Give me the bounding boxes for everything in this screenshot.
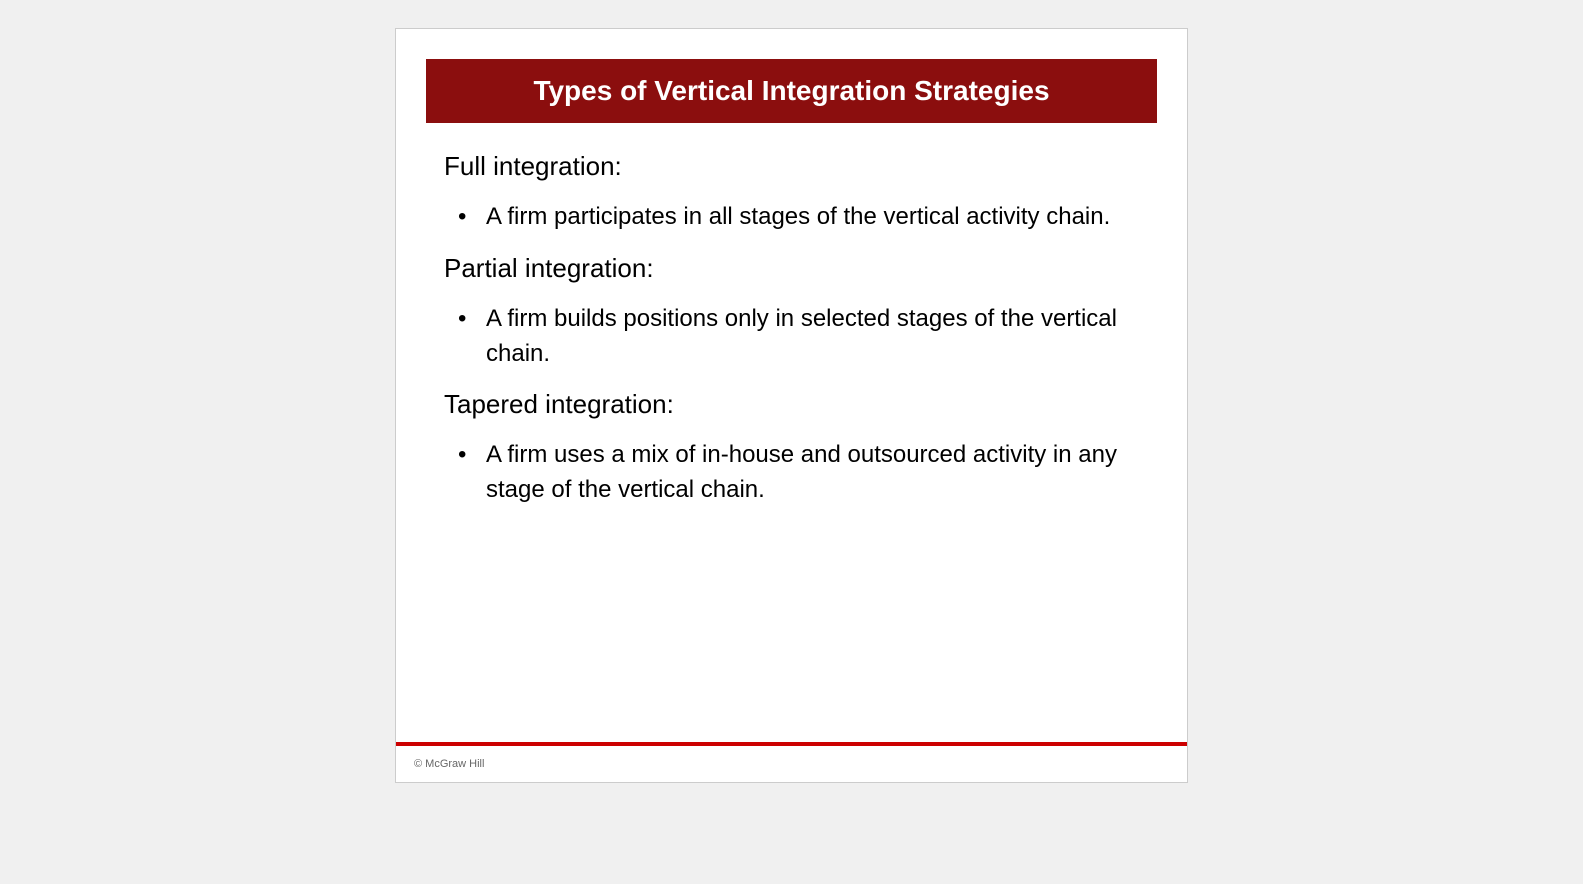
bullet-list: A firm uses a mix of in-house and outsou… <box>444 438 1139 508</box>
presentation-slide: Types of Vertical Integration Strategies… <box>395 28 1188 783</box>
slide-title: Types of Vertical Integration Strategies <box>533 75 1049 106</box>
section-heading: Tapered integration: <box>444 389 1139 420</box>
bullet-list: A firm builds positions only in selected… <box>444 302 1139 372</box>
bullet-item: A firm builds positions only in selected… <box>458 302 1139 372</box>
section-heading: Partial integration: <box>444 253 1139 284</box>
slide-title-bar: Types of Vertical Integration Strategies <box>426 59 1157 123</box>
section-heading: Full integration: <box>444 151 1139 182</box>
copyright-text: © McGraw Hill <box>414 758 484 770</box>
bullet-item: A firm uses a mix of in-house and outsou… <box>458 438 1139 508</box>
slide-content: Full integration: A firm participates in… <box>396 123 1187 508</box>
bullet-list: A firm participates in all stages of the… <box>444 200 1139 235</box>
footer-divider <box>396 742 1187 746</box>
bullet-item: A firm participates in all stages of the… <box>458 200 1139 235</box>
